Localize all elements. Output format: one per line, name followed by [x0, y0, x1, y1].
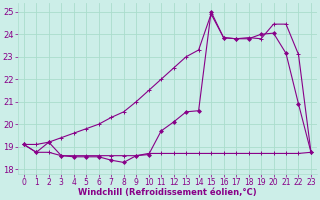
X-axis label: Windchill (Refroidissement éolien,°C): Windchill (Refroidissement éolien,°C) — [78, 188, 257, 197]
